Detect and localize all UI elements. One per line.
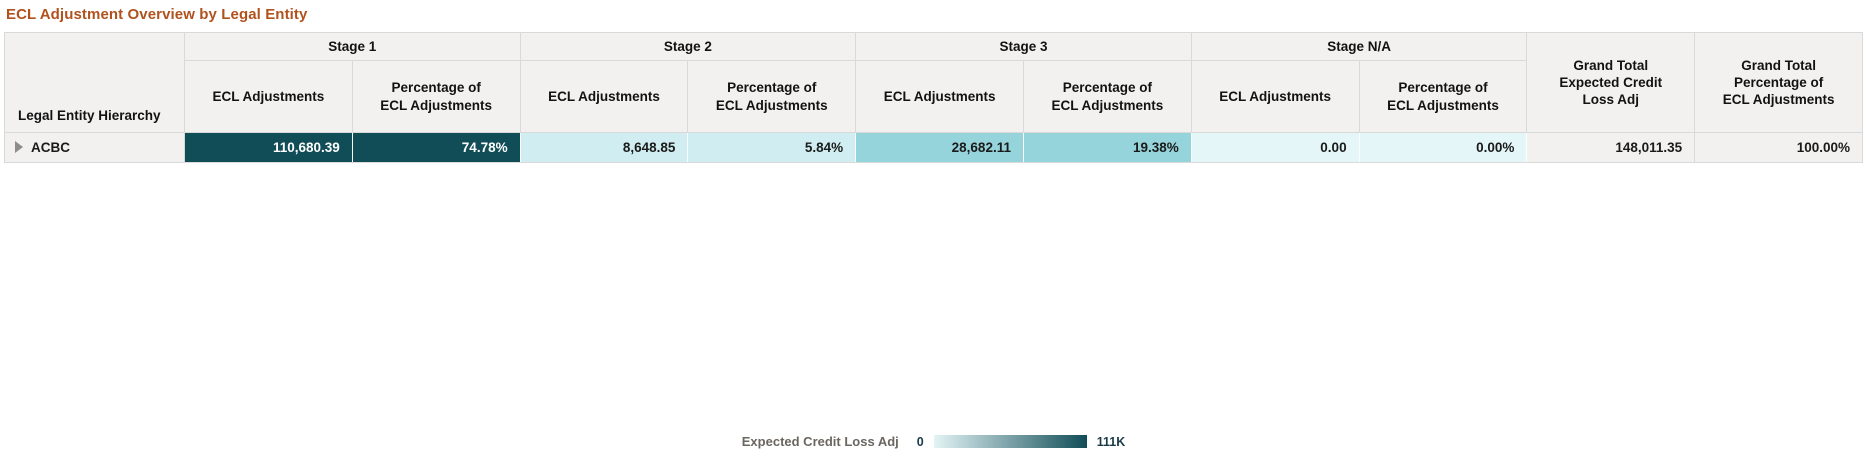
expand-row-icon[interactable] [15, 141, 23, 153]
entity-cell-acbc[interactable]: ACBC [4, 132, 185, 163]
column-header-stage3-pct: Percentage of ECL Adjustments [1022, 60, 1192, 133]
stage-na-ecl-label: ECL Adjustments [1219, 88, 1332, 104]
stage-na-pct-label: Percentage of ECL Adjustments [1387, 80, 1499, 113]
cell-stage3-ecl: 28,682.11 [855, 132, 1024, 163]
cell-stage2-pct: 5.84% [687, 132, 857, 163]
table-sub-header-row: ECL Adjustments Percentage of ECL Adjust… [5, 60, 1863, 133]
entity-label: ACBC [31, 140, 70, 155]
legend-min-value: 0 [916, 434, 924, 449]
column-header-stage-na-pct: Percentage of ECL Adjustments [1358, 60, 1528, 133]
group-header-stage3: Stage 3 [855, 32, 1192, 61]
cell-stage3-pct: 19.38% [1023, 132, 1192, 163]
stage1-ecl-label: ECL Adjustments [212, 88, 325, 104]
column-header-stage2-ecl: ECL Adjustments [519, 60, 689, 133]
table-row-acbc: ACBC 110,680.39 74.78% 8,648.85 5.84% 28… [4, 132, 1863, 163]
column-header-legal-entity-hierarchy: Legal Entity Hierarchy [4, 32, 185, 133]
color-scale-legend: Expected Credit Loss Adj 0 111K [0, 434, 1867, 449]
column-header-stage1-ecl: ECL Adjustments [184, 60, 353, 133]
group-header-stage-na: Stage N/A [1190, 32, 1528, 61]
grand-total-ecl-label: Grand Total Expected Credit Loss Adj [1559, 57, 1663, 108]
stage2-pct-label: Percentage of ECL Adjustments [715, 80, 828, 113]
ecl-adjustment-table: Legal Entity Hierarchy Stage 1 Stage 2 S… [4, 32, 1863, 163]
cell-stage-na-ecl: 0.00 [1191, 132, 1360, 163]
cell-stage1-ecl: 110,680.39 [184, 132, 353, 163]
group-header-stage1: Stage 1 [184, 32, 521, 61]
column-header-stage-na-ecl: ECL Adjustments [1190, 60, 1360, 133]
column-header-grand-total-ecl: Grand Total Expected Credit Loss Adj [1526, 32, 1696, 133]
cell-stage2-ecl: 8,648.85 [520, 132, 689, 163]
column-header-stage1-pct: Percentage of ECL Adjustments [351, 60, 521, 133]
cell-stage-na-pct: 0.00% [1359, 132, 1528, 163]
column-header-grand-total-pct: Grand Total Percentage of ECL Adjustment… [1694, 32, 1863, 133]
legend-gradient-bar [933, 435, 1087, 448]
cell-grand-total-pct: 100.00% [1694, 132, 1863, 163]
stage1-pct-label: Percentage of ECL Adjustments [380, 80, 493, 113]
cell-grand-total-ecl: 148,011.35 [1526, 132, 1696, 163]
table-group-header-row: Legal Entity Hierarchy Stage 1 Stage 2 S… [4, 32, 1863, 133]
cell-stage1-pct: 74.78% [352, 132, 521, 163]
stage3-pct-label: Percentage of ECL Adjustments [1051, 80, 1164, 113]
stage3-ecl-label: ECL Adjustments [883, 88, 996, 104]
legend-max-value: 111K [1096, 434, 1126, 449]
grand-total-pct-label: Grand Total Percentage of ECL Adjustment… [1722, 57, 1835, 108]
group-header-stage2: Stage 2 [519, 32, 857, 61]
stage2-ecl-label: ECL Adjustments [548, 88, 660, 104]
column-header-stage3-ecl: ECL Adjustments [855, 60, 1024, 133]
page-title: ECL Adjustment Overview by Legal Entity [6, 6, 308, 23]
legend-label: Expected Credit Loss Adj [741, 434, 899, 449]
column-header-stage2-pct: Percentage of ECL Adjustments [687, 60, 857, 133]
